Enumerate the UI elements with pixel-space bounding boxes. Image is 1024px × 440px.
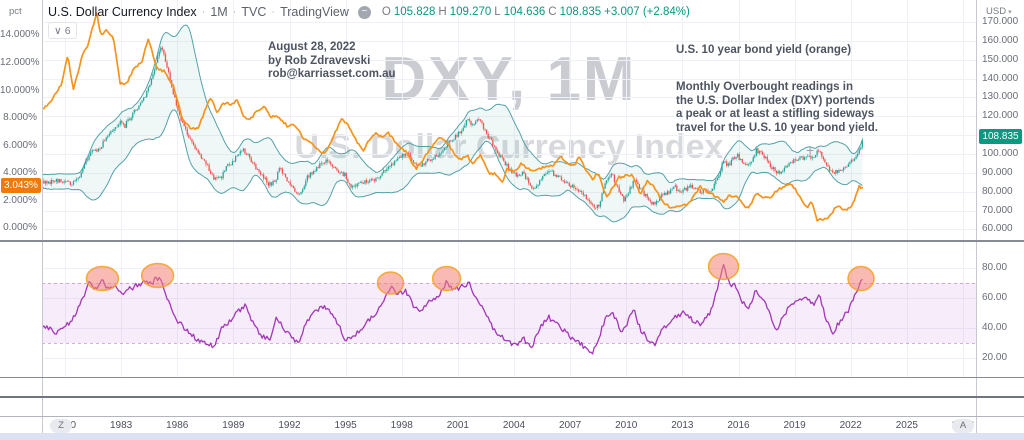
auto-scale-button[interactable]: A: [952, 419, 974, 433]
left-axis-border: [42, 0, 43, 433]
ohlc-values: O 105.828 H 109.270 L 104.636 C 108.835 …: [382, 6, 690, 18]
time-tick-label: 2007: [559, 420, 582, 431]
hide-series-icon[interactable]: −: [357, 5, 371, 19]
price-tick-label: 140.000: [982, 72, 1019, 84]
left-axis-unit-button[interactable]: pct: [9, 6, 22, 17]
low-label: L: [494, 6, 501, 18]
time-tick-label: 2019: [783, 420, 806, 431]
time-tick-label: 1992: [278, 420, 301, 431]
pct-tick-label: 14.000%: [0, 29, 40, 41]
price-tick-label: 60.000: [982, 223, 1013, 235]
time-tick-label: 2022: [839, 420, 862, 431]
time-tick-label: 1989: [222, 420, 245, 431]
time-tick-label: 2016: [727, 420, 750, 431]
rsi-tick-label: 40.00: [982, 322, 1008, 333]
currency-label: USD: [986, 6, 1007, 17]
pct-tick-label: 4.000%: [3, 167, 37, 179]
open-value: 105.828: [393, 6, 436, 18]
time-tick-label: 2013: [671, 420, 694, 431]
price-tick-label: 130.000: [982, 91, 1019, 103]
chart-legend[interactable]: U.S. Dollar Currency Index · 1M · TVC · …: [48, 5, 690, 19]
price-tick-label: 150.000: [982, 53, 1019, 65]
high-value: 109.270: [449, 6, 492, 18]
time-tick-label: 2025: [895, 420, 918, 431]
time-tick-label: 1998: [390, 420, 413, 431]
indicator-count: 6: [64, 24, 71, 37]
price-tick-label: 120.000: [982, 110, 1019, 122]
low-value: 104.636: [503, 6, 546, 18]
close-value: 108.835: [559, 6, 602, 18]
legend-separator: ·: [201, 6, 206, 18]
time-tick-label: 2010: [615, 420, 638, 431]
right-axis-border: [976, 0, 977, 433]
price-tick-label: 100.000: [982, 147, 1019, 159]
legend-separator: ·: [271, 6, 276, 18]
price-tick-label: 160.000: [982, 34, 1019, 46]
go-to-date-button[interactable]: Z: [50, 419, 72, 433]
close-label: C: [548, 6, 557, 18]
pct-tick-label: 8.000%: [3, 112, 37, 124]
interval-label[interactable]: 1M: [210, 5, 228, 19]
indicators-toggle-button[interactable]: ∨ 6: [48, 22, 77, 39]
time-tick-label: 2001: [446, 420, 469, 431]
pct-tick-label: 0.000%: [3, 222, 37, 234]
rsi-tick-label: 20.00: [982, 352, 1008, 363]
yield-last-price-badge: 3.043%: [1, 178, 41, 194]
pct-tick-label: 12.000%: [0, 56, 40, 68]
pct-tick-label: 6.000%: [3, 139, 37, 151]
price-tick-label: 90.000: [982, 166, 1013, 178]
pane-separator-rsi[interactable]: [0, 377, 1024, 378]
time-axis-border: [0, 416, 1024, 417]
change-value: +3.007 (+2.84%): [604, 6, 690, 18]
platform-label: TradingView: [280, 5, 349, 19]
right-axis-currency-button[interactable]: USD ▾: [986, 6, 1012, 17]
overbought-note-annotation[interactable]: Monthly Overbought readings in the U.S. …: [676, 81, 878, 134]
pct-tick-label: 2.000%: [3, 194, 37, 206]
pane-separator-main[interactable]: [0, 240, 1024, 242]
high-label: H: [438, 6, 447, 18]
chevron-down-icon: ∨: [54, 24, 62, 37]
price-panel-canvas[interactable]: [42, 0, 976, 241]
price-tick-label: 70.000: [982, 204, 1013, 216]
symbol-title[interactable]: U.S. Dollar Currency Index: [48, 5, 197, 19]
yield-series-annotation[interactable]: U.S. 10 year bond yield (orange): [676, 44, 852, 56]
time-tick-label: 1983: [110, 420, 133, 431]
exchange-label: TVC: [241, 5, 267, 19]
crosshair-icon: +: [806, 142, 815, 158]
price-tick-label: 170.000: [982, 16, 1019, 27]
caret-down-icon: ▾: [1008, 8, 1012, 16]
time-tick-label: 1995: [334, 420, 357, 431]
rsi-panel-canvas[interactable]: [42, 242, 976, 377]
rsi-tick-label: 80.00: [982, 262, 1008, 273]
open-label: O: [381, 6, 391, 18]
date-author-annotation[interactable]: August 28, 2022 by Rob Zdravevski rob@ka…: [268, 41, 396, 80]
time-tick-label: 1986: [166, 420, 189, 431]
pct-tick-label: 10.000%: [0, 84, 40, 96]
legend-separator: ·: [232, 6, 237, 18]
rsi-tick-label: 60.00: [982, 292, 1008, 303]
dxy-last-price-badge: 108.835: [979, 129, 1022, 145]
bottom-toolbar: [0, 433, 1024, 440]
pane-separator-collapsed[interactable]: [0, 396, 1024, 398]
price-tick-label: 80.000: [982, 185, 1013, 197]
time-tick-label: 2004: [502, 420, 526, 431]
